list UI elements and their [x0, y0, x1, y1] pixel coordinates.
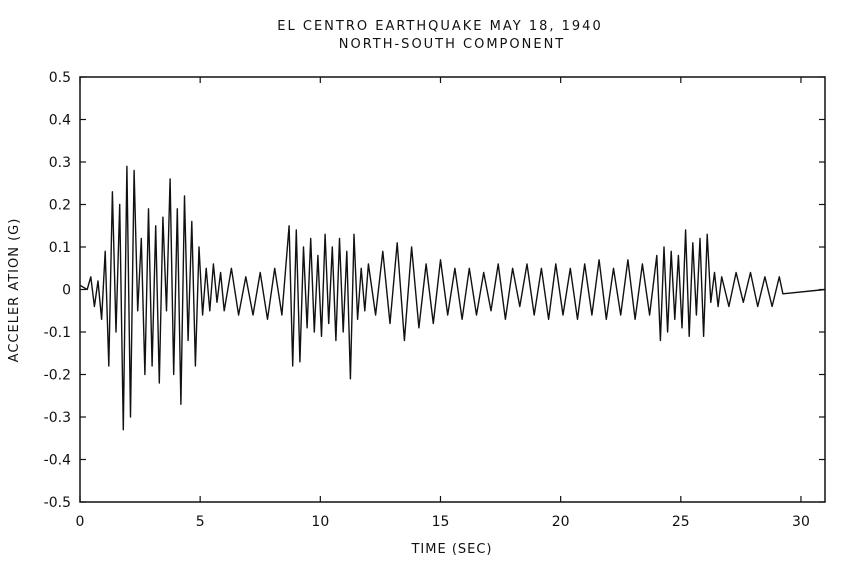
x-tick-label: 30: [792, 514, 810, 530]
y-axis: 0.5 0.4 0.3 0.2 0.1 0 -0.1 -0.2 -0.3 -0.4 -0.5: [44, 70, 825, 511]
y-tick-label: 0.1: [49, 240, 71, 256]
y-tick-label: -0.5: [44, 495, 71, 511]
series-line: [79, 165, 826, 431]
x-tick-label: 20: [552, 514, 570, 530]
x-axis: 0 5 10 15 20 25 30: [76, 77, 810, 530]
plot-frame: [79, 76, 826, 503]
x-tick-label: 0: [76, 514, 85, 530]
y-axis-label: ACCELER ATION (G): [7, 218, 22, 363]
y-tick-label: -0.1: [44, 325, 71, 341]
x-axis-label: TIME (SEC): [410, 542, 492, 557]
x-tick-label: 5: [196, 514, 205, 530]
plot-area: [79, 165, 826, 431]
y-tick-label: 0.3: [49, 155, 71, 171]
y-tick-label: -0.2: [44, 368, 71, 384]
x-tick-label: 10: [311, 514, 329, 530]
y-tick-label: 0.2: [49, 198, 71, 214]
x-tick-label: 25: [672, 514, 690, 530]
y-tick-label: -0.3: [44, 410, 71, 426]
y-tick-label: -0.4: [44, 453, 71, 469]
y-tick-label: 0.5: [49, 70, 71, 86]
chart-subtitle: NORTH-SOUTH COMPONENT: [339, 37, 566, 52]
x-tick-label: 15: [432, 514, 450, 530]
y-tick-label: 0.4: [49, 113, 71, 129]
chart-title: EL CENTRO EARTHQUAKE MAY 18, 1940: [277, 19, 602, 34]
y-tick-label: 0: [62, 283, 71, 299]
